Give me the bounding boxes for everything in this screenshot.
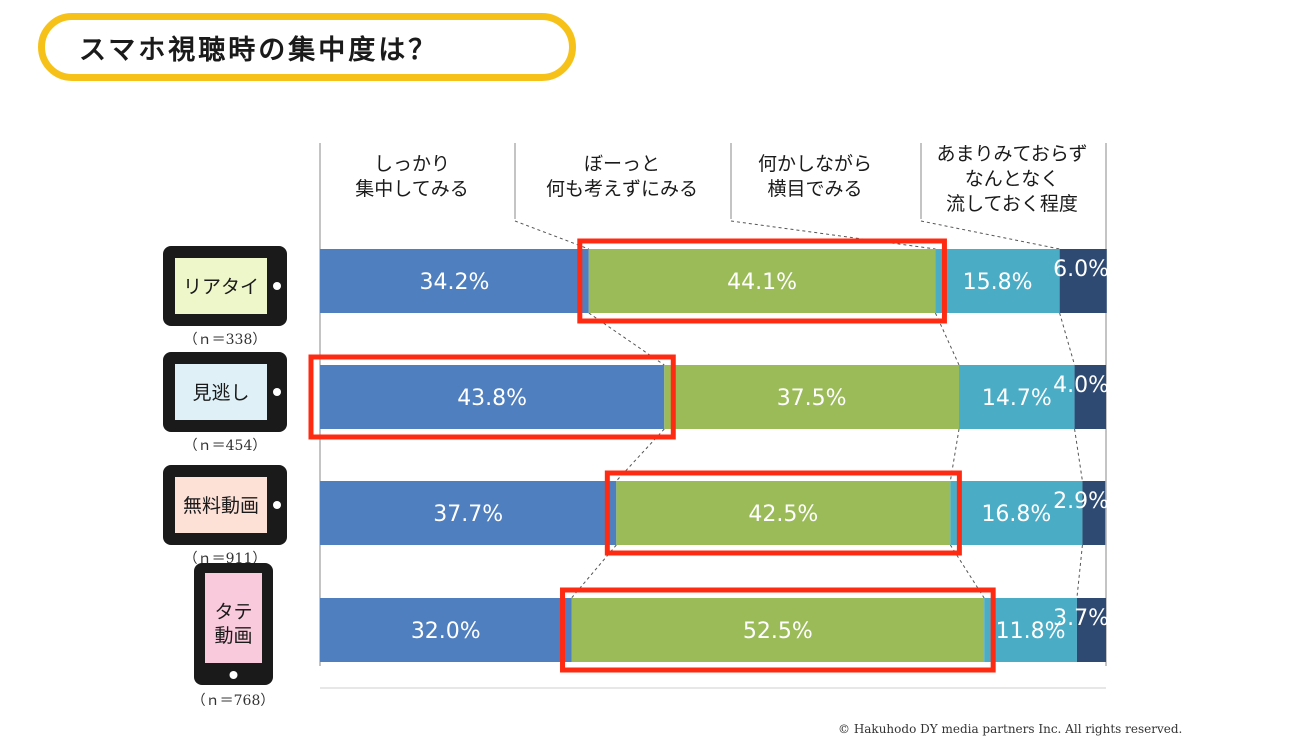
bar-value-label: 15.8%: [963, 270, 1033, 295]
bar-segment: [959, 365, 1075, 429]
bar-segment: [320, 598, 572, 662]
bar-segment: [664, 365, 960, 429]
bar-value-label: 34.2%: [419, 270, 489, 295]
bar-segment: [571, 598, 985, 662]
copyright-notice: © Hakuhodo DY media partners Inc. All ri…: [838, 722, 1183, 736]
bar-value-label: 37.7%: [433, 502, 503, 527]
legend-label-4: あまりみておらず: [936, 143, 1087, 165]
home-button-icon: [273, 282, 281, 290]
bar-segment: [588, 249, 936, 313]
connector-line: [1074, 428, 1083, 482]
category-n-label: （ｎ＝768）: [192, 693, 275, 709]
home-button-icon: [273, 388, 281, 396]
category-label: 見逃し: [192, 382, 249, 404]
phone-screen: [175, 258, 267, 314]
title-banner: スマホ視聴時の集中度は？: [38, 13, 576, 81]
highlight-box: [560, 587, 996, 673]
category-label: タテ: [214, 601, 252, 623]
bar-segment: [1076, 598, 1106, 662]
legend-label-2: ぼーっと: [584, 153, 660, 175]
bar-value-label: 32.0%: [411, 619, 481, 644]
legend-label-2: 何も考えずにみる: [546, 178, 698, 200]
bar-value-label: 2.9%: [1053, 489, 1109, 514]
bar-segment: [1074, 365, 1106, 429]
highlight-box: [604, 470, 962, 556]
home-button-icon: [229, 671, 238, 679]
bar-value-label: 52.5%: [743, 619, 813, 644]
bar-value-label: 37.5%: [777, 386, 847, 411]
bar-segment: [1059, 249, 1107, 313]
bar-segment: [935, 249, 1060, 313]
category-n-label: （ｎ＝454）: [184, 438, 267, 454]
phone-screen: [175, 364, 267, 420]
legend-label-4: 流しておく程度: [946, 193, 1078, 215]
bar-segment: [984, 598, 1077, 662]
bar-value-label: 42.5%: [748, 502, 818, 527]
category-label: リアタイ: [183, 276, 259, 298]
bar-value-label: 44.1%: [727, 270, 797, 295]
page-title: スマホ視聴時の集中度は？: [79, 34, 439, 66]
legend-label-4: なんとなく: [965, 168, 1059, 190]
bar-value-label: 3.7%: [1053, 606, 1109, 631]
bar-value-label: 4.0%: [1053, 373, 1109, 398]
bar-segment: [950, 481, 1083, 545]
legend-label-1: しっかり: [374, 153, 450, 175]
legend-label-1: 集中してみる: [355, 178, 468, 200]
bar-segment: [320, 481, 617, 545]
home-button-icon: [273, 501, 281, 509]
bar-segment: [320, 249, 589, 313]
bar-value-label: 11.8%: [996, 619, 1066, 644]
connector-line: [514, 220, 589, 250]
bar-value-label: 14.7%: [982, 386, 1052, 411]
connector-line: [1059, 312, 1076, 366]
connector-line: [1076, 544, 1083, 599]
phone-screen: [205, 573, 262, 663]
bar-value-label: 6.0%: [1053, 257, 1109, 282]
legend-label-3: 何かしながら: [758, 153, 872, 175]
bar-segment: [1082, 481, 1106, 545]
category-label: 動画: [214, 625, 252, 647]
highlight-box: [577, 238, 947, 324]
bar-value-label: 43.8%: [457, 386, 527, 411]
bar-value-label: 16.8%: [981, 502, 1051, 527]
connector-line: [730, 220, 936, 250]
connector-line: [949, 544, 985, 599]
legend-label-3: 横目でみる: [767, 178, 862, 200]
phone-screen: [175, 477, 267, 533]
category-n-label: （ｎ＝338）: [184, 332, 267, 348]
connector-line: [920, 220, 1060, 250]
bar-segment: [616, 481, 951, 545]
highlight-box: [308, 354, 676, 440]
category-label: 無料動画: [183, 495, 259, 517]
bar-segment: [320, 365, 665, 429]
